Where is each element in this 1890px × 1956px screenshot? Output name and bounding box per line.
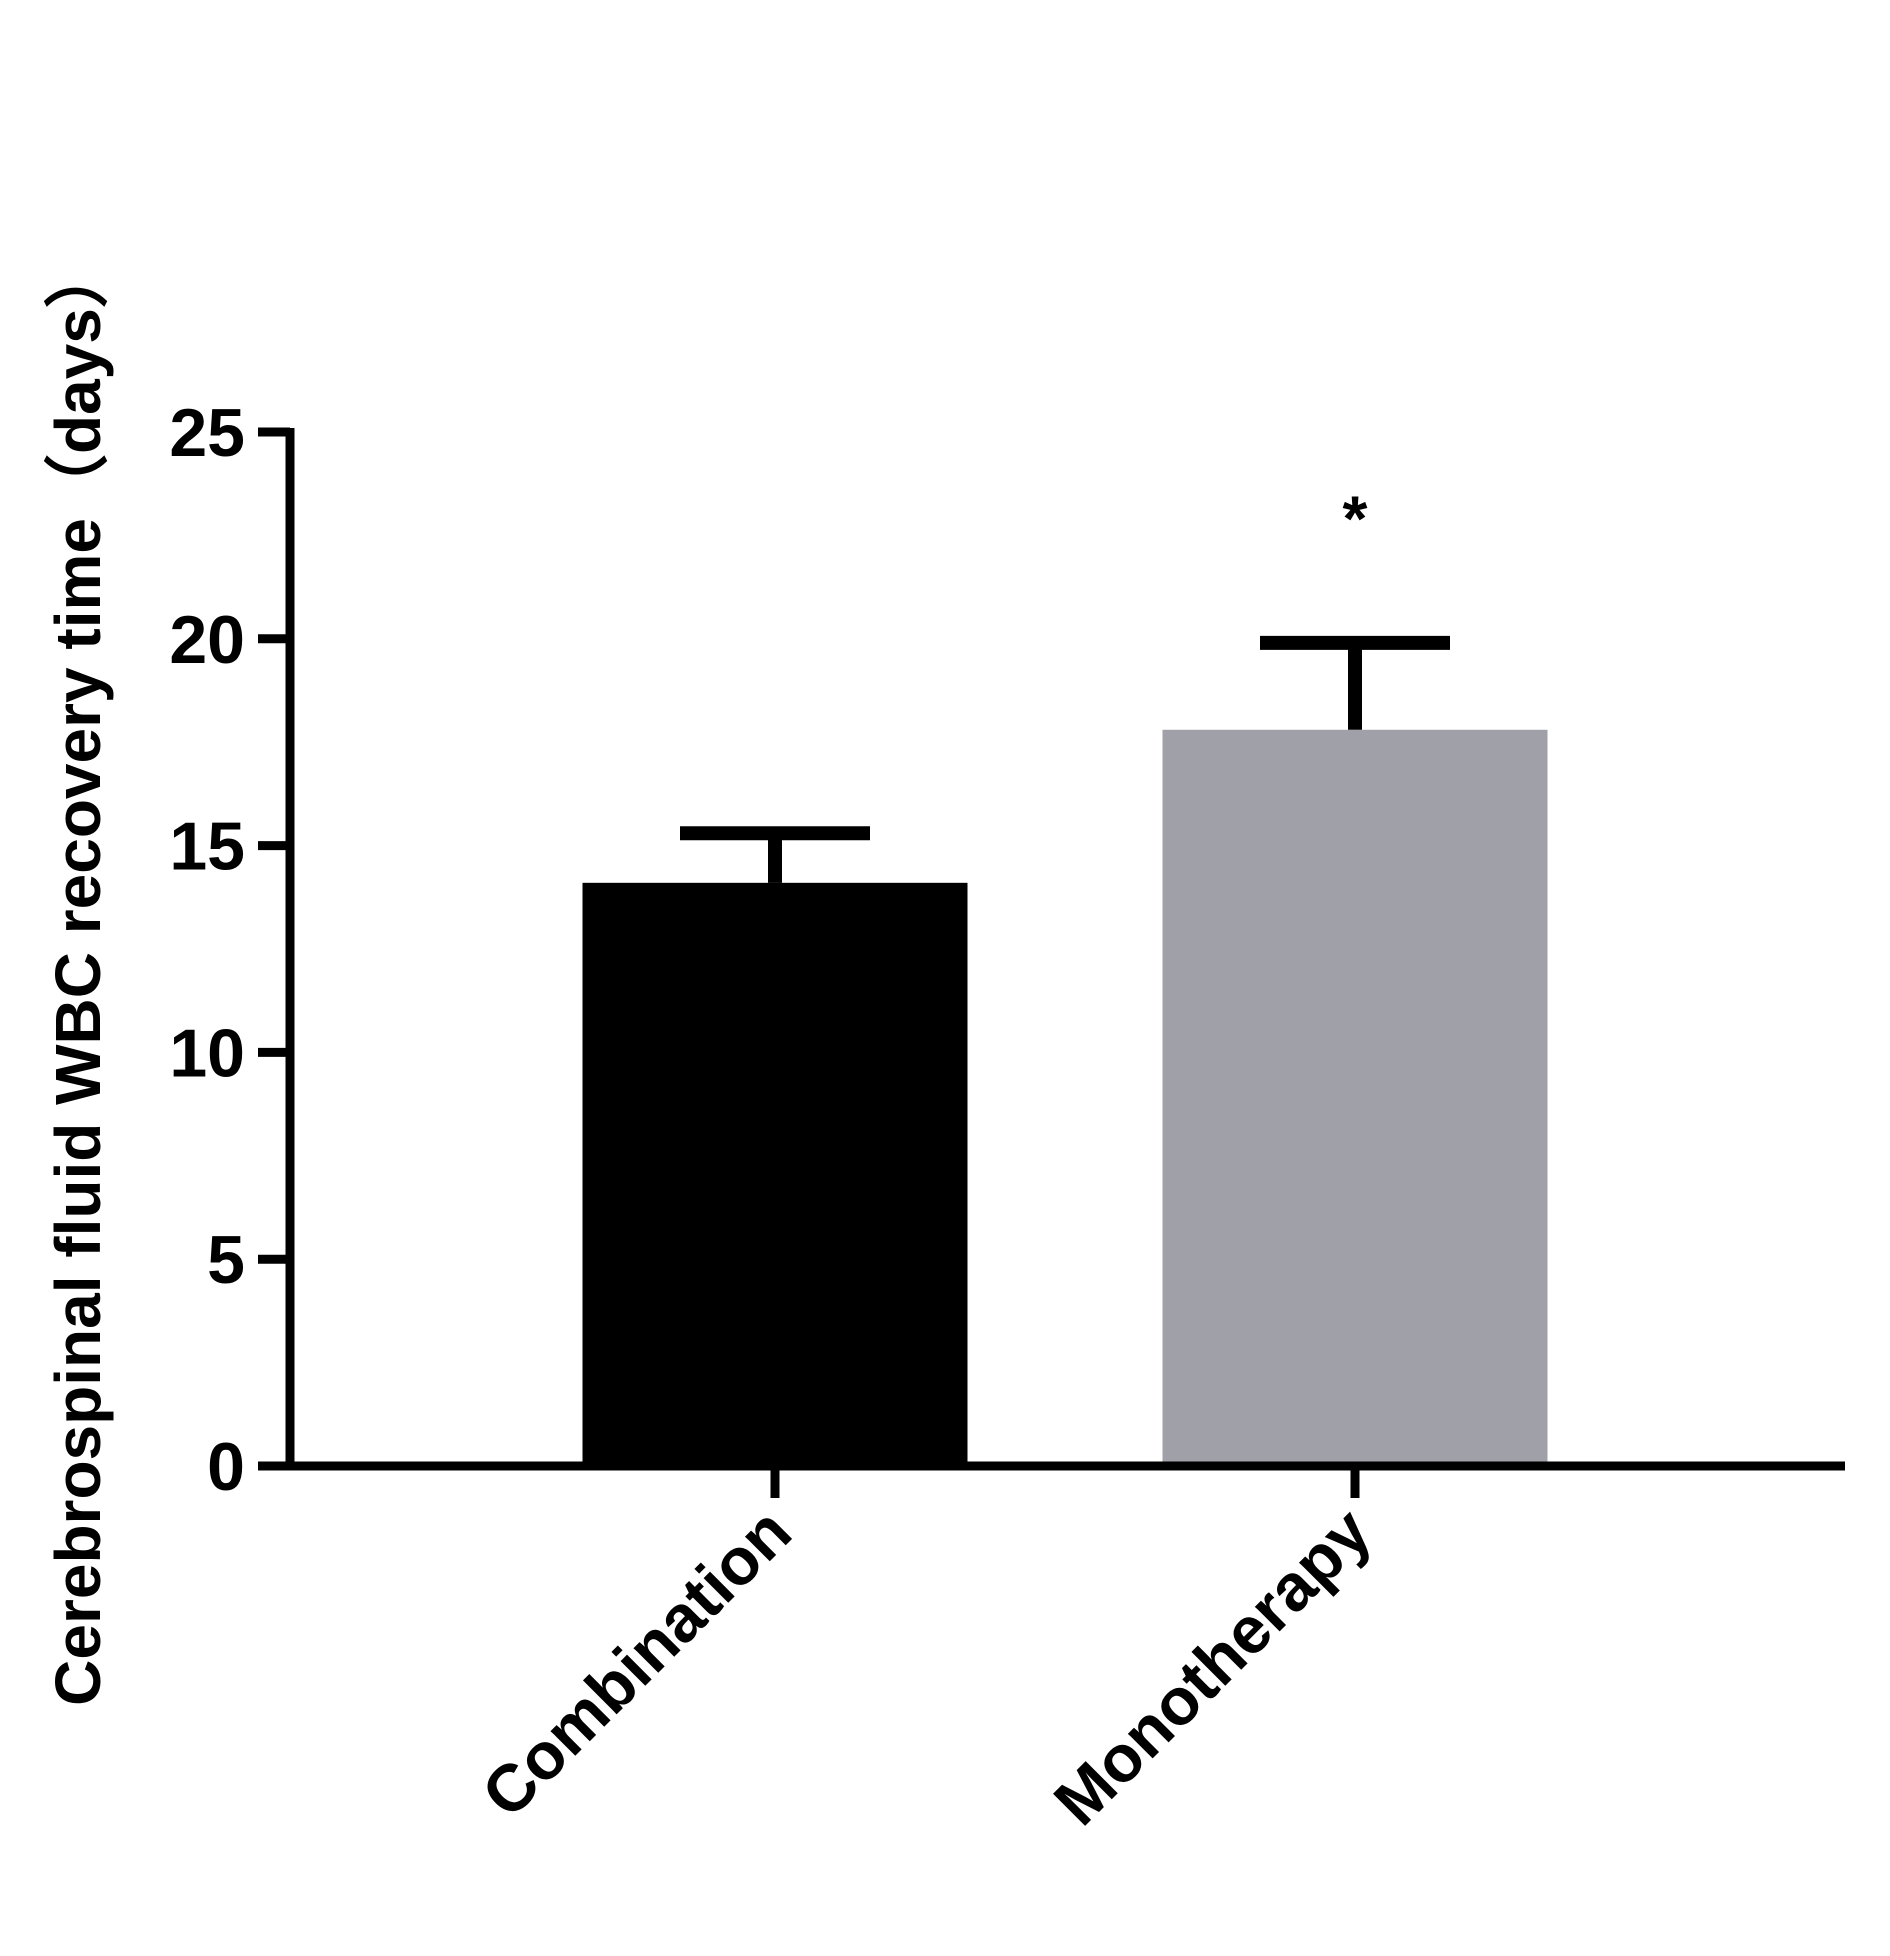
bars-layer [582, 729, 1548, 1466]
error-bars-layer [680, 635, 1450, 883]
y-tick-label-5: 5 [207, 1222, 245, 1298]
significance-marker-monotherapy: * [1343, 483, 1368, 555]
bar-combination [582, 882, 968, 1466]
y-tick-label-0: 0 [207, 1429, 245, 1505]
y-tick-label-15: 15 [169, 809, 245, 885]
y-tick-label-10: 10 [169, 1015, 245, 1091]
y-tick-label-25: 25 [169, 395, 245, 471]
x-category-label-combination: Combination [467, 1494, 804, 1831]
y-axis-label: Cerebrospinal fluid WBC recovery time（da… [42, 244, 114, 1706]
axes-layer [258, 427, 1845, 1498]
y-tick-label-20: 20 [169, 602, 245, 678]
x-category-label-monotherapy: Monotherapy [1040, 1493, 1386, 1839]
bar-monotherapy [1162, 729, 1548, 1466]
